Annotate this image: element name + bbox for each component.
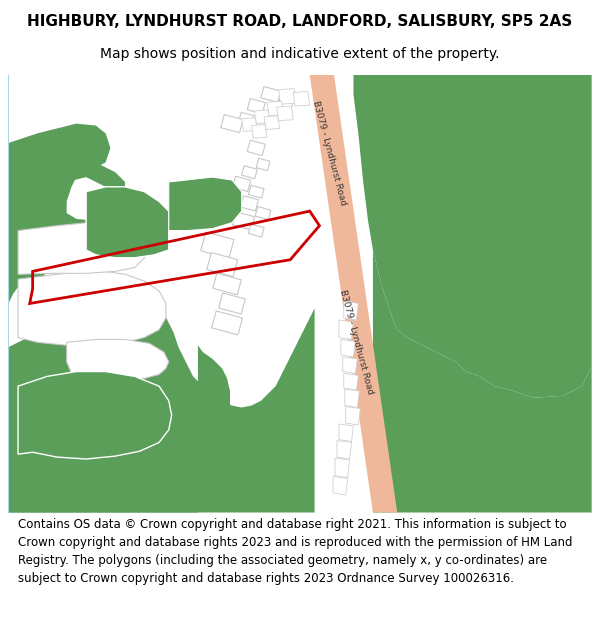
Polygon shape	[344, 374, 358, 390]
Bar	[261, 86, 281, 103]
Polygon shape	[346, 406, 360, 425]
Bar	[241, 196, 259, 211]
Polygon shape	[293, 91, 310, 106]
Text: B3079 - Lyndhurst Road: B3079 - Lyndhurst Road	[311, 99, 347, 206]
Polygon shape	[254, 110, 270, 124]
Text: Map shows position and indicative extent of the property.: Map shows position and indicative extent…	[100, 47, 500, 61]
Polygon shape	[18, 371, 172, 459]
Polygon shape	[335, 458, 350, 478]
Polygon shape	[18, 271, 166, 345]
Bar	[255, 207, 271, 219]
Bar	[247, 99, 265, 114]
Polygon shape	[277, 106, 293, 121]
Polygon shape	[67, 339, 169, 379]
Bar	[201, 232, 234, 258]
Polygon shape	[333, 476, 347, 495]
Polygon shape	[373, 250, 592, 512]
Bar	[232, 212, 255, 230]
Bar	[247, 140, 265, 156]
Bar	[233, 176, 251, 191]
Text: HIGHBURY, LYNDHURST ROAD, LANDFORD, SALISBURY, SP5 2AS: HIGHBURY, LYNDHURST ROAD, LANDFORD, SALI…	[28, 14, 572, 29]
Bar	[278, 98, 293, 111]
Text: B3079 - Lyndhurst Road: B3079 - Lyndhurst Road	[338, 289, 375, 396]
Polygon shape	[18, 222, 145, 274]
Polygon shape	[339, 424, 353, 441]
Polygon shape	[343, 357, 358, 374]
Polygon shape	[8, 124, 130, 318]
Polygon shape	[267, 101, 283, 116]
Polygon shape	[264, 116, 280, 129]
Polygon shape	[353, 75, 592, 398]
Bar	[248, 185, 264, 198]
Polygon shape	[8, 279, 314, 512]
Bar	[218, 293, 245, 314]
Polygon shape	[8, 336, 230, 512]
Polygon shape	[278, 89, 296, 104]
Bar	[213, 273, 241, 295]
Bar	[221, 114, 243, 132]
Polygon shape	[47, 162, 125, 216]
Bar	[212, 311, 242, 335]
Polygon shape	[341, 339, 355, 357]
Text: Contains OS data © Crown copyright and database right 2021. This information is : Contains OS data © Crown copyright and d…	[18, 518, 572, 585]
Bar	[248, 224, 264, 237]
Polygon shape	[345, 389, 359, 408]
Bar	[242, 166, 257, 179]
Polygon shape	[169, 177, 242, 231]
Polygon shape	[242, 118, 257, 131]
Polygon shape	[339, 320, 353, 339]
Polygon shape	[337, 441, 352, 459]
Polygon shape	[86, 211, 125, 260]
Polygon shape	[251, 124, 267, 138]
Bar	[256, 158, 270, 171]
Polygon shape	[310, 75, 397, 512]
Polygon shape	[344, 301, 358, 320]
Polygon shape	[86, 187, 169, 258]
Bar	[207, 253, 238, 276]
Bar	[239, 112, 254, 125]
